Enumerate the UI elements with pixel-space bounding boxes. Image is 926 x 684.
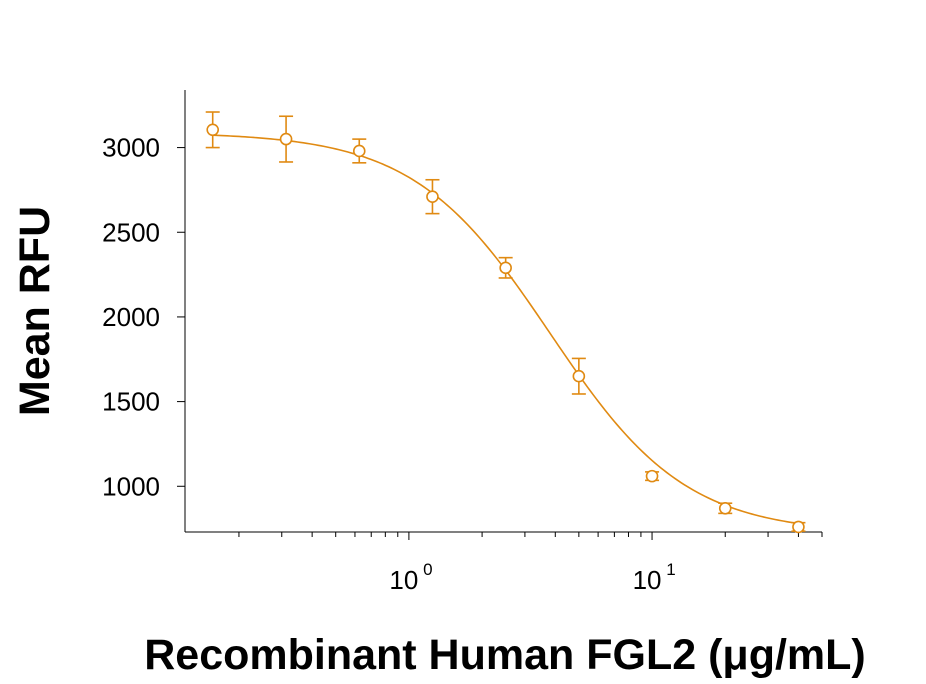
data-point (279, 115, 294, 163)
y-tick-label: 1000 (102, 471, 160, 501)
y-axis-label: Mean RFU (11, 206, 59, 416)
data-point (498, 256, 513, 279)
y-tick-label: 2500 (102, 217, 160, 247)
marker-circle (792, 520, 805, 534)
y-tick-label: 3000 (102, 133, 160, 163)
x-tick-label: 10 (389, 565, 418, 595)
marker-circle (206, 123, 220, 137)
data-point (571, 357, 586, 395)
data-point (645, 469, 660, 483)
marker-circle (279, 132, 293, 146)
fit-curve (212, 134, 799, 525)
data-point (352, 138, 367, 164)
marker-circle (352, 144, 366, 158)
x-axis-ticks: 10 0 10 1 (238, 532, 823, 595)
marker-circle (499, 261, 512, 275)
y-tick-label: 2000 (102, 302, 160, 332)
y-axis-ticks: 1000 1500 2000 2500 3000 (102, 133, 185, 501)
axes (184, 90, 822, 533)
data-point (205, 111, 220, 149)
x-tick-exponent: 0 (423, 560, 432, 579)
marker-circle (426, 190, 439, 203)
marker-circle (718, 501, 732, 515)
marker-circle (645, 469, 659, 483)
x-tick-label: 10 (633, 565, 662, 595)
x-axis-label: Recombinant Human FGL2 (μg/mL) (144, 631, 866, 679)
data-point (791, 520, 806, 534)
data-points (205, 111, 806, 534)
fit-curve-group (212, 134, 799, 525)
data-point (425, 178, 440, 215)
x-tick-exponent: 1 (666, 560, 675, 579)
data-point (718, 501, 733, 515)
y-tick-label: 1500 (102, 387, 160, 417)
marker-circle (572, 369, 586, 383)
